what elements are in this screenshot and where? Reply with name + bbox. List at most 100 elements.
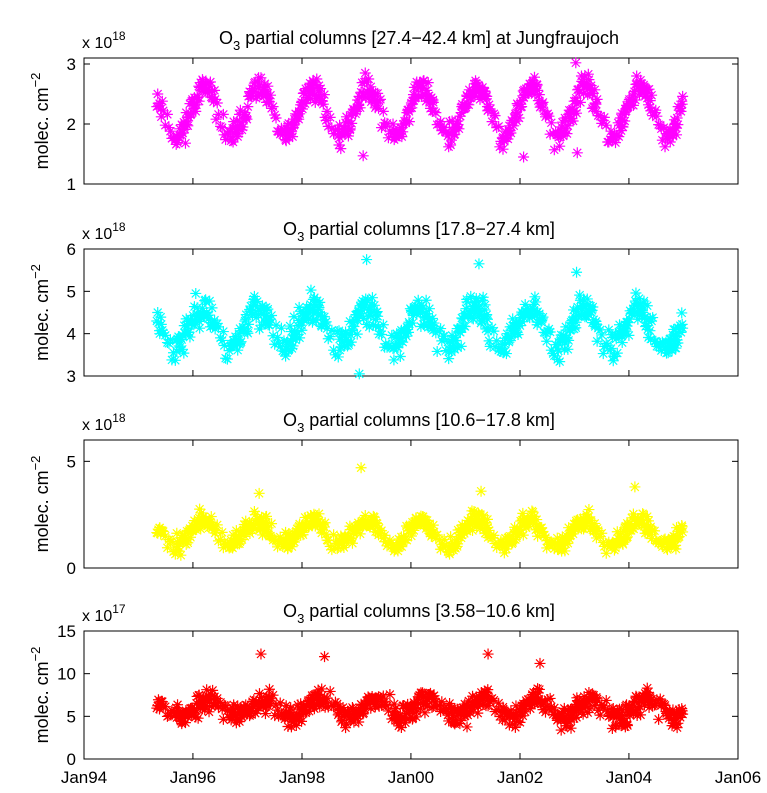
data-point [416, 513, 428, 525]
data-point [204, 321, 216, 333]
data-point [578, 87, 590, 99]
data-point [507, 116, 519, 128]
data-point [452, 342, 464, 354]
data-point [461, 296, 473, 308]
data-point [436, 335, 448, 347]
data-point [556, 121, 568, 133]
data-point [400, 330, 412, 342]
data-point [220, 134, 232, 146]
data-point [188, 319, 200, 331]
data-point [196, 85, 208, 97]
data-point [340, 117, 352, 129]
data-point [646, 89, 658, 101]
y-tick-label: 15 [57, 622, 76, 641]
data-point [644, 95, 656, 107]
data-point [670, 342, 682, 354]
data-point [186, 702, 198, 714]
data-point [358, 707, 370, 719]
data-point [176, 343, 188, 355]
data-point [645, 333, 657, 345]
data-point [321, 105, 333, 117]
data-point [467, 313, 479, 325]
data-point [363, 73, 375, 85]
data-point [440, 345, 452, 357]
data-point [520, 522, 532, 534]
data-point [516, 101, 528, 113]
data-point [346, 713, 358, 725]
data-point [396, 131, 408, 143]
panel-title: O3 partial columns [10.6−17.8 km] [283, 410, 555, 435]
data-point [571, 107, 583, 119]
data-point [368, 299, 380, 311]
data-point [361, 76, 373, 88]
data-point [443, 708, 455, 720]
data-point [358, 703, 370, 715]
x-tick-label: Jan96 [170, 768, 216, 787]
data-point [270, 699, 282, 711]
data-point [639, 311, 651, 323]
data-point [483, 99, 495, 111]
data-point [320, 528, 332, 540]
data-point [635, 74, 647, 86]
data-point [412, 294, 424, 306]
data-point [675, 523, 687, 535]
data-point [294, 332, 306, 344]
data-point [376, 329, 388, 341]
data-point [283, 117, 295, 129]
data-point [654, 693, 666, 705]
data-point [471, 520, 483, 532]
data-point [467, 508, 479, 520]
data-point [629, 481, 641, 493]
data-point [494, 539, 506, 551]
data-point [445, 341, 457, 353]
data-point [260, 516, 272, 528]
data-point [255, 648, 267, 660]
data-point [243, 318, 255, 330]
data-point [650, 698, 662, 710]
data-point [270, 319, 282, 331]
data-point [467, 524, 479, 536]
data-point [392, 342, 404, 354]
data-point [199, 81, 211, 93]
data-point [402, 323, 414, 335]
y-tick-label: 0 [67, 750, 76, 769]
data-point [329, 537, 341, 549]
data-point [190, 524, 202, 536]
data-point [461, 525, 473, 537]
data-point [372, 526, 384, 538]
data-point [518, 512, 530, 524]
data-point [672, 119, 684, 131]
data-point [265, 313, 277, 325]
data-point [418, 75, 430, 87]
data-point [387, 118, 399, 130]
data-point [590, 318, 602, 330]
data-point [338, 710, 350, 722]
x-tick-label: Jan98 [279, 768, 325, 787]
data-point [193, 315, 205, 327]
data-point [585, 300, 597, 312]
data-point [580, 309, 592, 321]
data-point [488, 325, 500, 337]
data-point [234, 104, 246, 116]
data-point [372, 87, 384, 99]
data-point [332, 709, 344, 721]
data-point [293, 113, 305, 125]
data-point [477, 512, 489, 524]
data-point [555, 724, 567, 736]
data-point [459, 710, 471, 722]
data-point [347, 703, 359, 715]
data-point [488, 694, 500, 706]
data-point [600, 119, 612, 131]
data-point [437, 541, 449, 553]
data-point [598, 111, 610, 123]
data-point [532, 687, 544, 699]
data-point [346, 117, 358, 129]
data-point [481, 513, 493, 525]
data-point [426, 312, 438, 324]
data-point [594, 324, 606, 336]
data-point [324, 111, 336, 123]
data-point [557, 706, 569, 718]
data-point [567, 115, 579, 127]
data-point [301, 301, 313, 313]
data-point [188, 515, 200, 527]
